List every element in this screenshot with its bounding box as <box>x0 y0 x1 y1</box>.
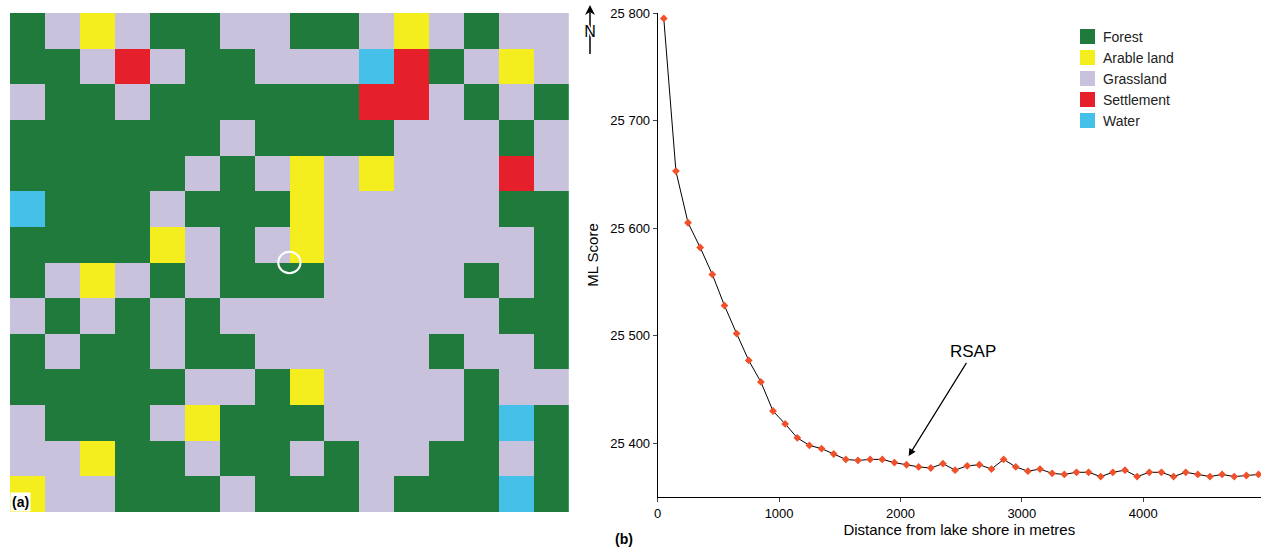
svg-text:25 600: 25 600 <box>610 221 650 236</box>
svg-text:25 400: 25 400 <box>610 436 650 451</box>
svg-text:N: N <box>584 23 596 40</box>
svg-text:25 500: 25 500 <box>610 328 650 343</box>
svg-text:(b): (b) <box>615 531 633 547</box>
svg-text:RSAP: RSAP <box>950 342 996 361</box>
svg-text:4000: 4000 <box>1129 506 1158 521</box>
html-text:Water: Water <box>1103 112 1140 129</box>
svg-text:ML Score: ML Score <box>584 223 601 287</box>
svg-text:1000: 1000 <box>765 506 794 521</box>
svg-text:3000: 3000 <box>1007 506 1036 521</box>
svg-text:Distance from lake shore in me: Distance from lake shore in metres <box>843 521 1075 538</box>
html-text:Arable land: Arable land <box>1103 49 1174 66</box>
svg-text:0: 0 <box>654 506 661 521</box>
svg-text:25 700: 25 700 <box>610 113 650 128</box>
html-text:Forest: Forest <box>1103 28 1143 45</box>
svg-text:25 800: 25 800 <box>610 6 650 21</box>
html-text:Settlement: Settlement <box>1103 91 1170 108</box>
svg-text:2000: 2000 <box>886 506 915 521</box>
svg-text:(a): (a) <box>12 494 29 510</box>
html-text:Grassland: Grassland <box>1103 70 1167 87</box>
